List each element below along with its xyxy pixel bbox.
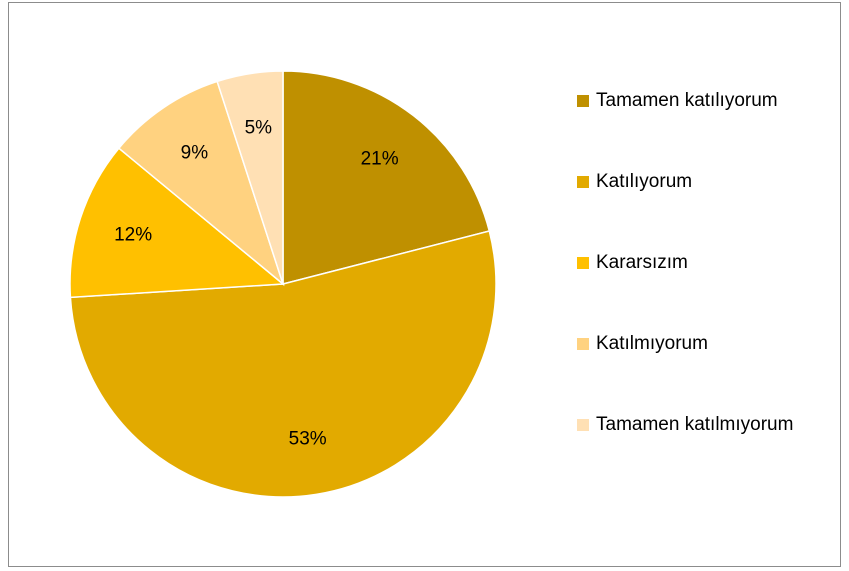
legend-swatch bbox=[577, 419, 589, 431]
pie-slice bbox=[117, 80, 285, 287]
legend-swatch bbox=[577, 257, 589, 269]
legend-label: Tamamen katılıyorum bbox=[596, 90, 778, 111]
pie-slice bbox=[282, 70, 491, 285]
data-label: 12% bbox=[114, 224, 152, 245]
legend-swatch bbox=[577, 176, 589, 188]
legend-item: Katılıyorum bbox=[577, 169, 839, 250]
legend-label: Katılmıyorum bbox=[596, 333, 708, 354]
pie-slice bbox=[216, 70, 284, 285]
legend-label: Tamamen katılmıyorum bbox=[596, 414, 794, 435]
legend-label: Kararsızım bbox=[596, 252, 688, 273]
legend-item: Tamamen katılıyorum bbox=[577, 88, 839, 169]
legend-item: Tamamen katılmıyorum bbox=[577, 412, 839, 493]
chart-frame bbox=[8, 2, 841, 567]
data-label: 9% bbox=[181, 143, 209, 164]
data-label: 53% bbox=[289, 429, 327, 450]
legend-swatch bbox=[577, 95, 589, 107]
pie-slice bbox=[69, 230, 497, 498]
legend-label: Katılıyorum bbox=[596, 171, 693, 192]
legend-item: Kararsızım bbox=[577, 250, 839, 331]
data-label: 5% bbox=[245, 117, 273, 138]
legend-item: Katılmıyorum bbox=[577, 331, 839, 412]
legend-swatch bbox=[577, 338, 589, 350]
data-label: 21% bbox=[361, 148, 399, 169]
legend: Tamamen katılıyorum Katılıyorum Kararsızım… bbox=[577, 88, 839, 493]
pie-slice bbox=[69, 147, 285, 299]
